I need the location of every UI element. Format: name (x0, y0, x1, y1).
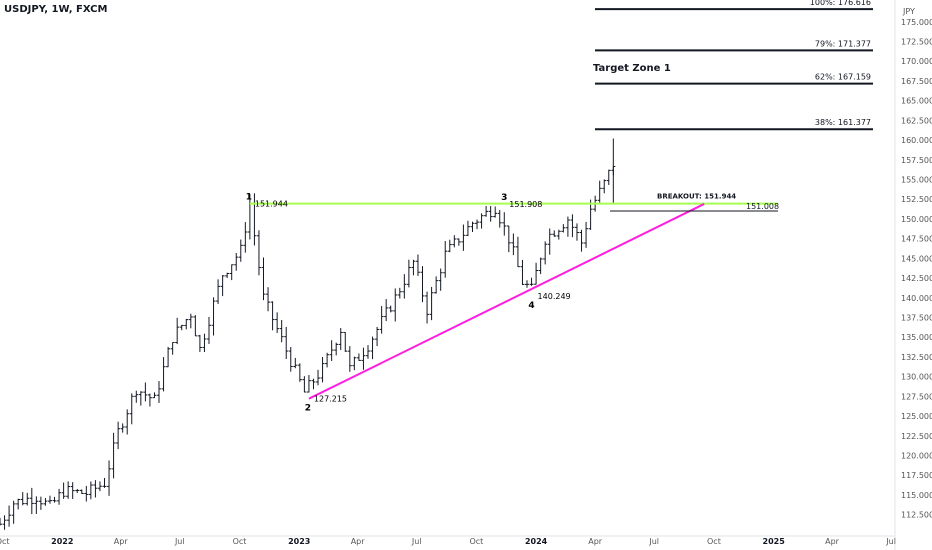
y-tick-label: 115.000 (901, 491, 932, 500)
y-tick-label: 170.000 (901, 57, 932, 66)
x-tick-label: Oct (469, 537, 483, 546)
y-tick-label: 162.500 (901, 116, 932, 125)
y-tick-label: 160.000 (901, 136, 932, 145)
pivot-4-label: 4 (528, 301, 534, 311)
x-tick-label: Apr (588, 537, 603, 546)
y-tick-label: 150.000 (901, 215, 932, 224)
y-tick-label: 155.000 (901, 176, 932, 185)
target-zone-label: Target Zone 1 (593, 63, 671, 74)
x-tick-label: 2023 (288, 537, 310, 546)
x-tick-label: 2022 (51, 537, 73, 546)
chart-title: USDJPY, 1W, FXCM (4, 4, 108, 15)
pivot-3-price: 151.908 (509, 200, 542, 209)
x-tick-label: Jul (174, 537, 185, 546)
fib-level-label: 79%: 171.377 (815, 39, 871, 48)
x-tick-label: Apr (825, 537, 840, 546)
ohlc-bars (0, 165, 616, 530)
y-tick-label: 125.000 (901, 412, 932, 421)
y-tick-label: 147.500 (901, 235, 932, 244)
x-tick-label: Apr (114, 537, 129, 546)
x-tick-label: Jul (885, 537, 896, 546)
y-tick-label: 120.000 (901, 451, 932, 460)
y-tick-label: 127.500 (901, 392, 932, 401)
x-tick-label: 2024 (525, 537, 548, 546)
level-151-label: 151.008 (746, 202, 779, 211)
y-tick-label: 135.000 (901, 333, 932, 342)
y-tick-label: 130.000 (901, 373, 932, 382)
y-tick-label: 152.500 (901, 195, 932, 204)
pivot-3-label: 3 (501, 193, 507, 203)
y-tick-label: 132.500 (901, 353, 932, 362)
y-tick-label: 145.000 (901, 254, 932, 263)
y-tick-label: 137.500 (901, 313, 932, 322)
pivot-1-label: 1 (246, 193, 252, 203)
fib-level-label: 100%: 176.616 (810, 0, 871, 7)
currency-unit: JPY (903, 7, 915, 16)
y-tick-label: 122.500 (901, 432, 932, 441)
y-tick-label: 175.000 (901, 18, 932, 27)
x-tick-label: Oct (0, 537, 10, 546)
ascending-trendline (308, 203, 705, 400)
y-tick-label: 140.000 (901, 294, 932, 303)
y-tick-label: 117.500 (901, 471, 932, 480)
y-tick-label: 165.000 (901, 97, 932, 106)
x-tick-label: Apr (351, 537, 366, 546)
y-tick-label: 167.500 (901, 77, 932, 86)
pivot-1-price: 151.944 (255, 200, 288, 209)
fib-level-label: 38%: 161.377 (815, 118, 871, 127)
pivot-2-label: 2 (305, 404, 311, 414)
y-tick-label: 157.500 (901, 156, 932, 165)
x-tick-label: Jul (648, 537, 659, 546)
y-tick-label: 112.500 (901, 511, 932, 520)
y-tick-label: 172.500 (901, 38, 932, 47)
pivot-2-price: 127.215 (314, 395, 347, 404)
x-tick-label: Jul (411, 537, 422, 546)
breakout-label: BREAKOUT: 151.944 (657, 193, 736, 201)
fib-level-label: 62%: 167.159 (815, 73, 871, 82)
y-tick-label: 142.500 (901, 274, 932, 283)
x-tick-label: 2025 (763, 537, 786, 546)
x-tick-label: Oct (233, 537, 247, 546)
pivot-4-price: 140.249 (538, 292, 571, 301)
x-tick-label: Oct (707, 537, 721, 546)
